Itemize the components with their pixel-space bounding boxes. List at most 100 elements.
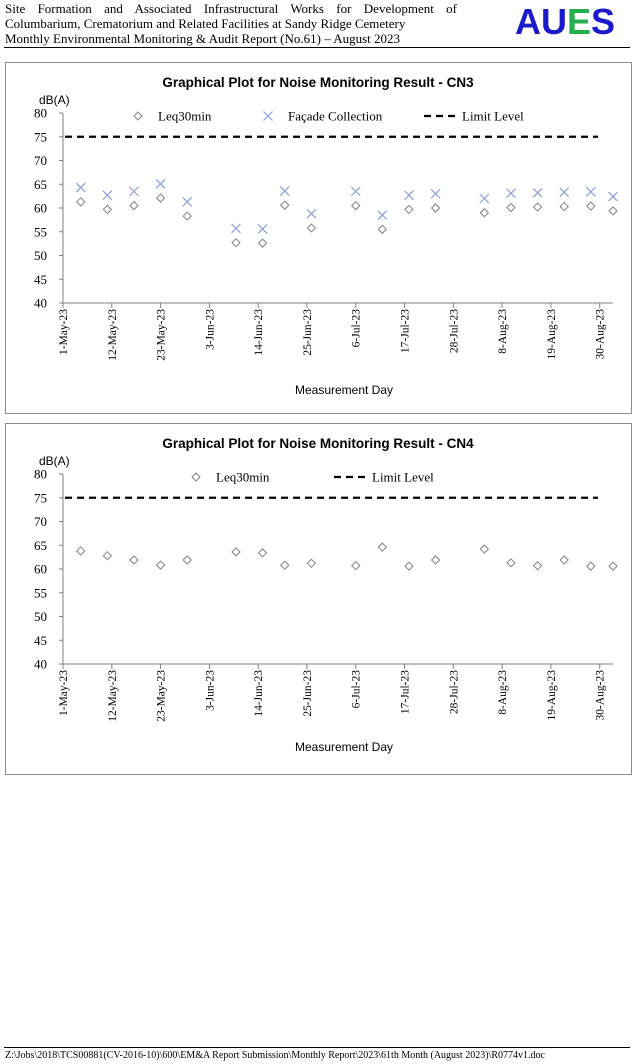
logo-letter: E [567,1,592,42]
leq30min-point [532,202,543,212]
x-tick-label: 25-Jun-23 [302,309,314,356]
y-tick-label: 80 [34,467,47,482]
x-marker-stroke [306,208,317,219]
y-axis-label: dB(A) [39,93,70,107]
legend-label: Limit Level [372,470,434,485]
leq30min-point [559,201,569,212]
leq30min-point [280,560,290,570]
legend-label: Limit Level [462,109,524,124]
leq30min-point [102,204,113,215]
x-tick-label: 25-Jun-23 [302,670,314,717]
x-marker-stroke [404,190,414,201]
x-tick-label: 19-Aug-23 [546,309,558,360]
x-marker-stroke [257,223,268,234]
x-tick-label: 3-Jun-23 [204,670,216,711]
y-tick-label: 65 [34,538,47,553]
leq30min-point [559,555,569,565]
x-tick-label: 3-Jun-23 [204,309,216,350]
y-tick-label: 45 [34,633,47,648]
x-tick-label: 30-Aug-23 [595,309,607,360]
x-tick-label: 14-Jun-23 [253,670,265,717]
report-title-line-1: Site Formation and Associated Infrastruc… [5,1,457,16]
x-tick-label: 19-Aug-23 [546,670,558,721]
x-marker-stroke [155,178,166,189]
leq30min-point [76,197,86,207]
leq30min-point [506,202,516,213]
report-title-line-2: Columbarium, Crematorium and Related Fac… [5,16,406,31]
x-tick-label: 12-May-23 [107,670,119,722]
leq30min-point [608,561,618,571]
leq30min-point [306,558,317,569]
leq30min-point [430,555,441,565]
leq30min-point [231,547,241,557]
x-tick-label: 1-May-23 [58,670,70,716]
legend-label: Leq30min [216,470,270,485]
x-marker-stroke [430,188,441,199]
y-tick-label: 60 [34,562,47,577]
x-marker-stroke [559,187,570,198]
y-tick-label: 60 [34,201,47,216]
facade-collection-point [182,196,193,207]
leq30min-point [608,206,618,216]
x-tick-label: 8-Aug-23 [497,670,509,715]
facade-collection-point [608,191,618,202]
x-marker-stroke [377,210,388,221]
leq30min-point [76,546,86,556]
x-tick-label: 6-Jul-23 [351,309,363,348]
y-tick-label: 45 [34,272,47,287]
x-marker-stroke [231,223,241,234]
logo-letter: S [591,1,616,42]
y-tick-label: 80 [34,106,47,121]
x-marker-stroke [129,186,139,197]
legend-label: Façade Collection [288,109,383,124]
facade-collection-point [350,186,361,197]
y-tick-label: 50 [34,248,47,263]
leq30min-point [586,201,596,211]
x-marker-stroke [506,188,516,199]
facade-collection-point [75,182,86,193]
y-axis-label: dB(A) [39,454,70,468]
x-tick-label: 17-Jul-23 [400,309,412,353]
x-tick-label: 28-Jul-23 [448,309,460,353]
y-tick-label: 70 [34,153,47,168]
x-marker-stroke [102,190,113,201]
facade-collection-point [377,210,388,221]
leq30min-point [155,193,166,203]
facade-collection-point [102,190,113,201]
legend-diamond-icon [133,111,143,121]
leq30min-point [306,223,317,233]
x-marker-stroke [479,193,490,204]
x-tick-label: 1-May-23 [58,309,70,355]
logo-letter: U [541,1,567,42]
leq30min-point [129,555,139,565]
x-tick-label: 30-Aug-23 [595,670,607,721]
facade-collection-point [585,186,596,197]
legend-label: Leq30min [158,109,212,124]
y-tick-label: 75 [34,129,47,144]
footer-file-path: Z:\Jobs\2018\TCS00881(CV-2016-10)\600\EM… [5,1050,545,1061]
leq30min-point [102,550,113,561]
legend-diamond-icon [191,472,201,482]
y-tick-label: 40 [34,296,47,311]
x-marker-stroke [182,196,193,207]
facade-collection-point [506,188,516,199]
facade-collection-point [479,193,490,204]
logo-letter: A [515,1,541,42]
x-tick-label: 8-Aug-23 [497,309,509,354]
leq30min-point [257,238,268,248]
x-marker-stroke [532,187,543,198]
x-tick-label: 12-May-23 [107,309,119,361]
x-marker-stroke [75,182,86,193]
leq30min-point [404,561,414,571]
leq30min-point [377,542,388,552]
legend-x-icon [263,111,273,121]
chart-cn3-svg: Graphical Plot for Noise Monitoring Resu… [34,75,618,397]
facade-collection-point [279,185,290,196]
x-marker-stroke [279,185,290,196]
aues-logo: AUES [515,2,615,42]
y-tick-label: 65 [34,177,47,192]
facade-collection-point [306,208,317,219]
chart-cn4: Graphical Plot for Noise Monitoring Resu… [5,423,632,775]
x-tick-label: 6-Jul-23 [351,670,363,709]
facade-collection-point [404,190,414,201]
